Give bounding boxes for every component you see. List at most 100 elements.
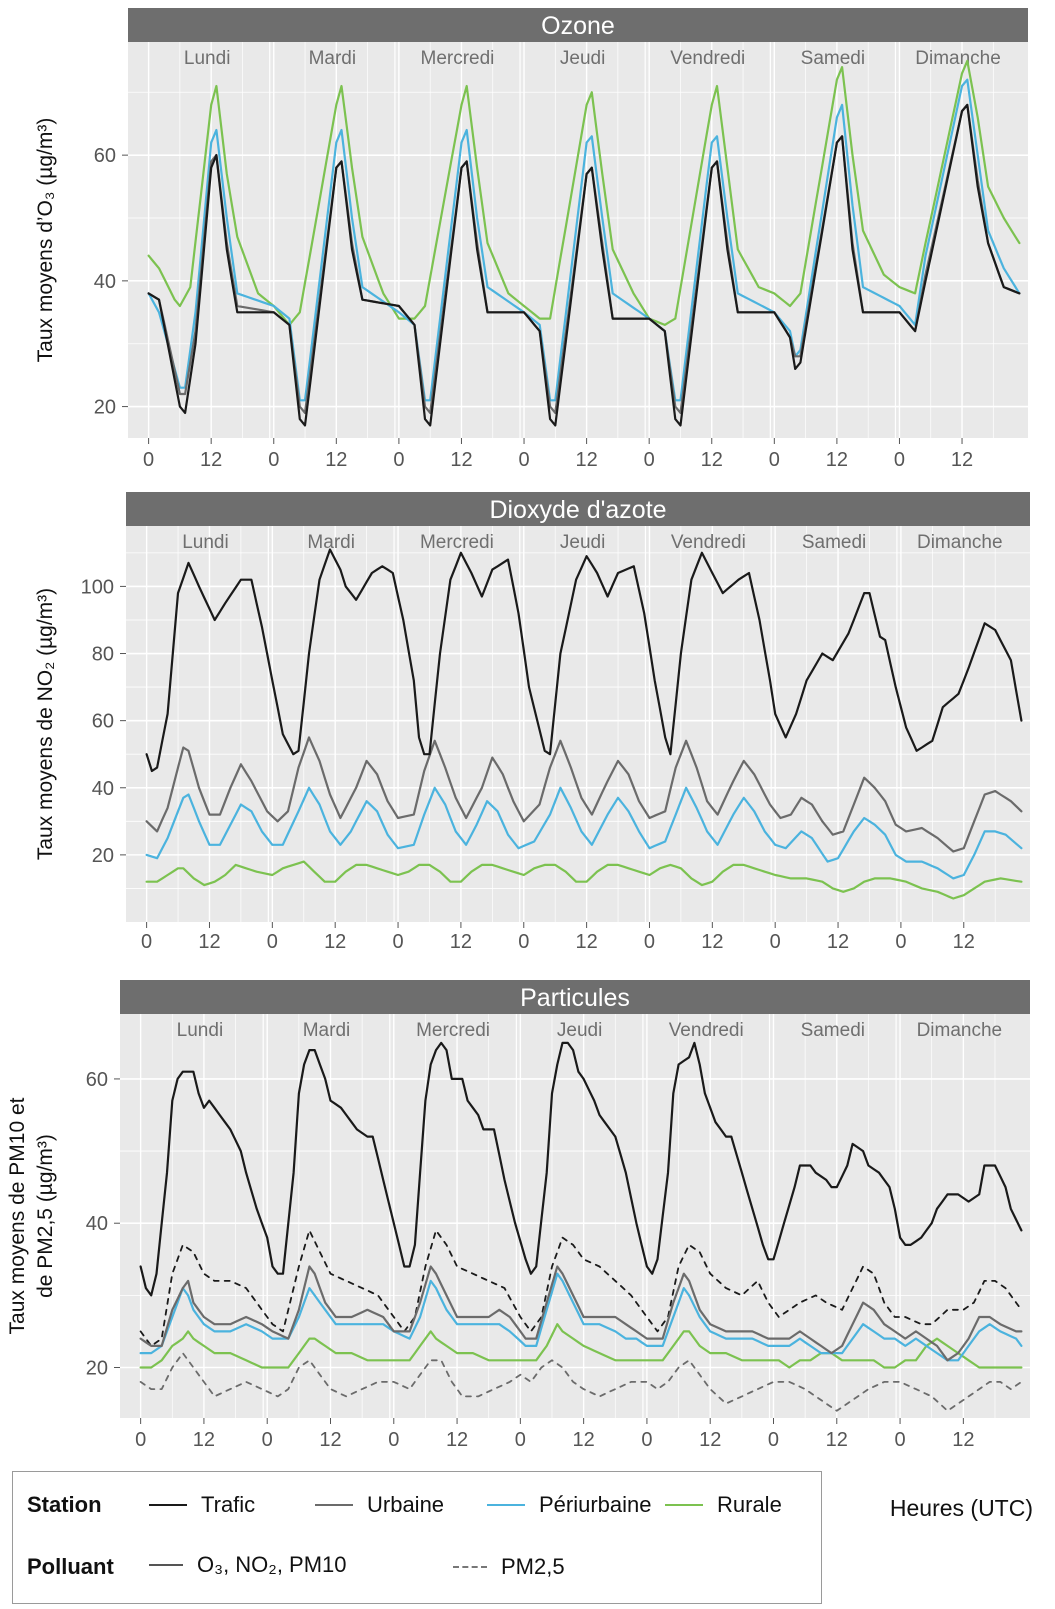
x-tick-label: 12	[198, 931, 220, 953]
panel-background	[120, 1014, 1030, 1418]
series-urbaine-pm10	[139, 1265, 1023, 1362]
day-label: Lundi	[184, 48, 231, 69]
legend-row-polluant: Polluant O₃, NO₂, PM10 PM2,5	[13, 1548, 821, 1588]
x-tick-label: 12	[827, 931, 849, 953]
x-tick-label: 0	[895, 1429, 906, 1451]
x-tick-label: 0	[388, 1429, 399, 1451]
y-axis-label-line-2: de PM2,5 (µg/m³)	[34, 1134, 57, 1298]
x-tick-label: 12	[952, 1429, 974, 1451]
legend-swatch-solid	[149, 1564, 183, 1566]
y-tick-label: 20	[92, 845, 114, 867]
x-tick-label: 0	[644, 931, 655, 953]
legend-label-rurale: Rurale	[717, 1492, 782, 1517]
x-tick-label: 0	[515, 1429, 526, 1451]
x-tick-label: 12	[450, 449, 472, 471]
series-trafic-pm10	[139, 1041, 1023, 1297]
panel-strip	[120, 980, 1030, 1014]
x-tick-label: 0	[895, 931, 906, 953]
x-tick-label: 0	[141, 931, 152, 953]
day-label: Samedi	[801, 48, 865, 69]
x-tick-label: 0	[392, 931, 403, 953]
legend: Station Trafic Urbaine Périurbaine Rural…	[12, 1471, 822, 1604]
x-tick-label: 0	[262, 1429, 273, 1451]
series-urbaine-pm2-5	[139, 1352, 1023, 1412]
x-tick-label: 12	[319, 1429, 341, 1451]
panel-strip	[128, 8, 1028, 42]
legend-item-trafic: Trafic	[149, 1492, 255, 1518]
x-tick-label: 12	[200, 449, 222, 471]
legend-label-urbaine: Urbaine	[367, 1492, 445, 1517]
x-tick-label: 0	[644, 449, 655, 471]
series-rurale	[147, 59, 1021, 326]
legend-label-trafic: Trafic	[201, 1492, 256, 1517]
day-label: Dimanche	[917, 1020, 1003, 1041]
day-label: Mercredi	[416, 1020, 490, 1041]
y-axis-label: Taux moyens de NO₂ (µg/m³)	[34, 588, 57, 860]
y-tick-label: 40	[86, 1213, 108, 1235]
y-axis-label-line-1: Taux moyens de PM10 et	[6, 1097, 29, 1334]
x-tick-label: 12	[701, 449, 723, 471]
day-label: Vendredi	[669, 1020, 744, 1041]
x-tick-label: 0	[267, 931, 278, 953]
x-tick-label: 12	[826, 1429, 848, 1451]
day-label: Dimanche	[915, 48, 1001, 69]
day-label: Mercredi	[420, 532, 494, 553]
x-tick-label: 12	[450, 931, 472, 953]
day-label: Jeudi	[557, 1020, 602, 1041]
legend-row-station: Station Trafic Urbaine Périurbaine Rural…	[13, 1486, 821, 1526]
day-label: Samedi	[801, 1020, 865, 1041]
legend-title-polluant: Polluant	[27, 1554, 114, 1579]
x-tick-label: 12	[701, 931, 723, 953]
y-tick-label: 20	[94, 397, 116, 419]
x-tick-label: 0	[518, 449, 529, 471]
x-tick-label: 12	[951, 449, 973, 471]
day-label: Vendredi	[671, 532, 746, 553]
y-tick-label: 60	[86, 1069, 108, 1091]
series-rurale-pm10	[139, 1323, 1023, 1369]
y-tick-label: 80	[92, 644, 114, 666]
panel-strip	[126, 492, 1030, 526]
legend-swatch-dashed	[453, 1566, 487, 1568]
series-trafic-pm2-5	[139, 1229, 1023, 1347]
y-tick-label: 100	[81, 576, 114, 598]
y-axis-label: Taux moyens de PM10 et de PM2,5 (µg/m³)	[6, 1097, 57, 1334]
x-tick-label: 12	[573, 1429, 595, 1451]
y-tick-label: 60	[92, 711, 114, 733]
day-label: Lundi	[182, 532, 229, 553]
panel-title: Particules	[520, 984, 630, 1012]
x-tick-label: 0	[769, 449, 780, 471]
legend-item-rurale: Rurale	[665, 1492, 782, 1518]
legend-item-periurbaine: Périurbaine	[487, 1492, 652, 1518]
series-rurale	[145, 860, 1023, 900]
x-tick-label: 12	[325, 449, 347, 471]
panel-title: Ozone	[541, 12, 615, 40]
legend-item-urbaine: Urbaine	[315, 1492, 444, 1518]
legend-label-solid: O₃, NO₂, PM10	[197, 1552, 347, 1577]
day-label: Vendredi	[670, 48, 745, 69]
y-tick-label: 40	[94, 271, 116, 293]
day-label: Mercredi	[421, 48, 495, 69]
day-label: Mardi	[307, 532, 355, 553]
x-tick-label: 12	[193, 1429, 215, 1451]
x-tick-label: 0	[143, 449, 154, 471]
x-tick-label: 12	[699, 1429, 721, 1451]
legend-swatch-periurbaine	[487, 1504, 525, 1506]
y-tick-label: 20	[86, 1358, 108, 1380]
x-tick-label: 12	[575, 931, 597, 953]
series-urbaine	[145, 736, 1023, 853]
x-tick-label: 12	[324, 931, 346, 953]
x-tick-label: 0	[894, 449, 905, 471]
x-tick-label: 0	[268, 449, 279, 471]
panel-1: Ozone Lundi Mardi Mercredi Jeudi Vendredi Same…	[34, 8, 1028, 471]
series-p-riurbaine	[145, 786, 1023, 880]
x-tick-label: 0	[518, 931, 529, 953]
legend-label-periurbaine: Périurbaine	[539, 1492, 652, 1517]
x-tick-label: 12	[446, 1429, 468, 1451]
legend-swatch-rurale	[665, 1504, 703, 1506]
day-label: Mardi	[309, 48, 357, 69]
series-trafic	[147, 103, 1021, 427]
series-trafic	[145, 548, 1023, 773]
x-tick-label: 12	[953, 931, 975, 953]
panel-background	[126, 526, 1030, 922]
